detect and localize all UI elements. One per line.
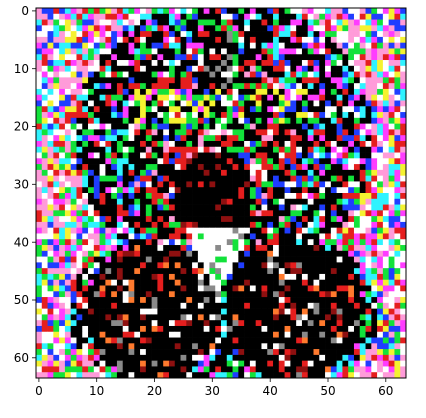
y-tick-50: 50: [14, 293, 36, 307]
x-tick-20: 20: [147, 378, 162, 398]
x-tick-label-0: 0: [35, 384, 43, 398]
y-tick-label-0: 0: [21, 4, 29, 18]
pixel-image: [36, 8, 407, 379]
y-tick-label-20: 20: [14, 120, 29, 134]
y-tick-60: 60: [14, 351, 36, 365]
x-tick-label-30: 30: [205, 384, 220, 398]
x-tick-60: 60: [378, 378, 393, 398]
y-tick-label-60: 60: [14, 351, 29, 365]
x-tick-label-10: 10: [89, 384, 104, 398]
x-tick-label-20: 20: [147, 384, 162, 398]
y-tick-20: 20: [14, 120, 36, 134]
y-tick-label-50: 50: [14, 293, 29, 307]
y-tick-label-40: 40: [14, 235, 29, 249]
y-tick-10: 10: [14, 62, 36, 76]
y-tick-label-10: 10: [14, 62, 29, 76]
y-tick-label-30: 30: [14, 177, 29, 191]
x-tick-40: 40: [263, 378, 278, 398]
x-tick-0: 0: [35, 378, 43, 398]
x-tick-label-60: 60: [378, 384, 393, 398]
x-tick-label-50: 50: [320, 384, 335, 398]
y-tick-30: 30: [14, 177, 36, 191]
x-tick-50: 50: [320, 378, 336, 398]
x-tick-label-40: 40: [263, 384, 278, 398]
x-tick-10: 10: [89, 378, 104, 398]
y-tick-0: 0: [21, 4, 36, 18]
x-tick-30: 30: [205, 378, 220, 398]
x-axis: 0 10 20 30 40 50 60: [35, 378, 393, 398]
y-tick-40: 40: [14, 235, 36, 249]
plot-frame: [35, 7, 407, 379]
y-axis: 0 10 20 30 40 50 60: [14, 4, 36, 365]
